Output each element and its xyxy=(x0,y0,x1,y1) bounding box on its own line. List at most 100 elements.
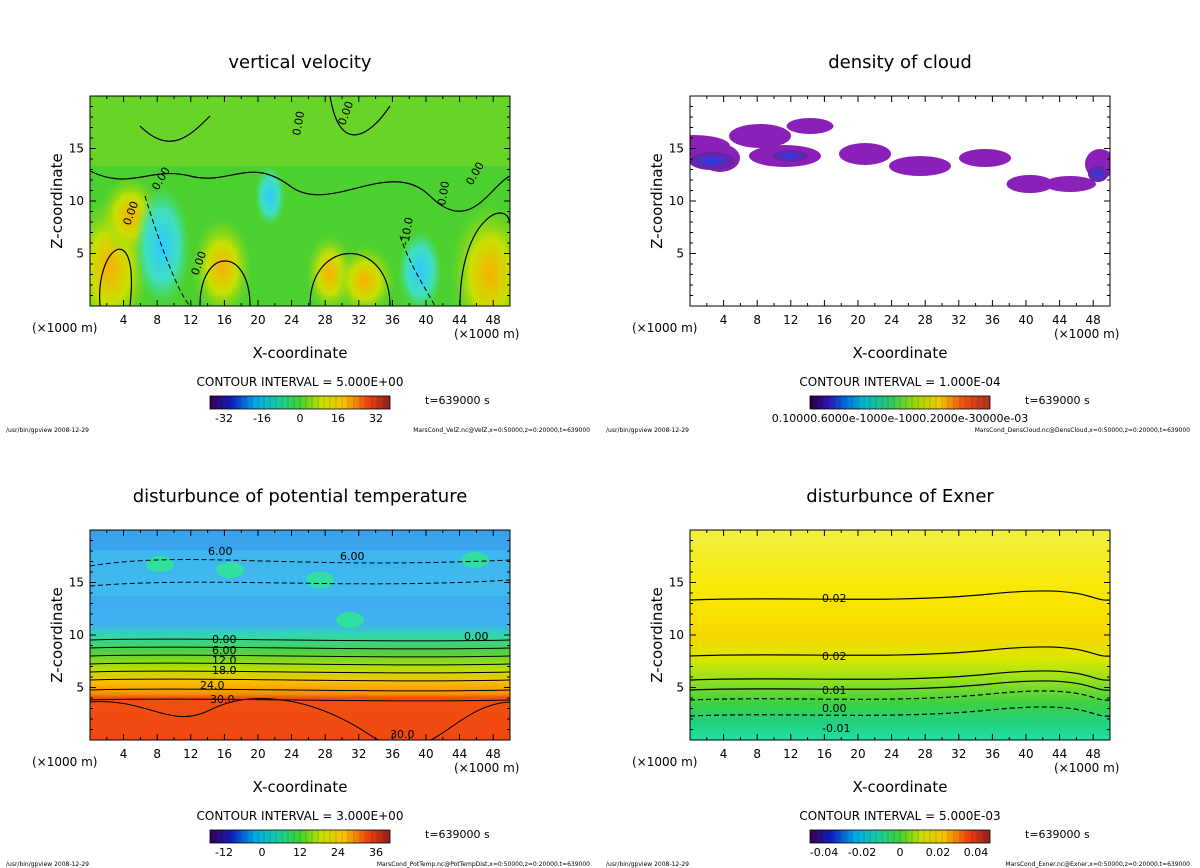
contour-line xyxy=(90,638,510,642)
contour-interval: CONTOUR INTERVAL = 5.000E-03 xyxy=(799,809,1000,823)
x-tick-label: 24 xyxy=(284,313,299,327)
y-axis-label: Z-coordinate xyxy=(648,153,666,248)
chart-title: density of cloud xyxy=(828,52,972,73)
y-tick-label: 10 xyxy=(669,628,684,642)
cloud-region xyxy=(839,143,891,165)
x-axis: 4 8 12 16 20 24 28 32 36 40 44 48 xyxy=(106,96,501,327)
x-tick-label: 12 xyxy=(783,747,798,761)
y-axis-label: Z-coordinate xyxy=(648,587,666,682)
contour-line xyxy=(90,170,510,212)
colorbar-tick-label: 32 xyxy=(369,412,383,425)
colorbar-tick-label: -12 xyxy=(215,846,233,859)
negative-contour-line xyxy=(144,195,191,306)
x-tick-label: 12 xyxy=(783,313,798,327)
x-tick-label: 24 xyxy=(884,313,899,327)
x-tick-label: 44 xyxy=(1052,313,1067,327)
panel-3: disturbunce of potential temperature 6.00… xyxy=(6,486,590,868)
y-axis-label: Z-coordinate xyxy=(48,587,66,682)
contour-label: 24.0 xyxy=(200,679,225,692)
x-unit-right: (×1000 m) xyxy=(454,761,519,775)
footer-left: /usr/bin/gpview 2008-12-29 xyxy=(6,861,89,868)
y-axis: 5 10 15 xyxy=(669,106,1110,296)
x-tick-label: 28 xyxy=(318,747,333,761)
x-axis-label: X-coordinate xyxy=(253,778,348,796)
x-axis: 4 8 12 16 20 24 28 32 36 40 44 48 xyxy=(706,96,1101,327)
x-tick-label: 36 xyxy=(985,747,1000,761)
contour-line xyxy=(690,670,1110,681)
contour-label: 0.02 xyxy=(822,650,847,663)
x-tick-label: 40 xyxy=(418,313,433,327)
x-tick-label: 28 xyxy=(918,747,933,761)
colorbar-tick-label: 0 xyxy=(897,846,904,859)
y-tick-label: 5 xyxy=(76,247,84,261)
contour-label: 0.00 xyxy=(464,630,489,643)
x-tick-label: 12 xyxy=(183,747,198,761)
y-tick-label: 15 xyxy=(69,142,84,156)
x-tick-label: 8 xyxy=(153,313,161,327)
x-unit-left: (×1000 m) xyxy=(32,321,97,335)
x-unit-right: (×1000 m) xyxy=(454,327,519,341)
x-tick-label: 20 xyxy=(850,313,865,327)
x-tick-label: 48 xyxy=(1086,313,1101,327)
contour-interval: CONTOUR INTERVAL = 3.000E+00 xyxy=(197,809,404,823)
contour-label: 0.02 xyxy=(822,592,847,605)
contour-label: 0.00 xyxy=(435,180,452,206)
field-background xyxy=(690,530,1110,740)
x-axis-label: X-coordinate xyxy=(853,778,948,796)
cloud-region xyxy=(889,156,951,176)
cloud-region xyxy=(786,118,834,134)
negative-velocity-core xyxy=(398,231,442,306)
x-tick-label: 32 xyxy=(351,747,366,761)
x-tick-label: 28 xyxy=(318,313,333,327)
cloud-region xyxy=(959,149,1011,167)
contour-label: 6.00 xyxy=(340,550,365,563)
x-tick-label: 20 xyxy=(250,313,265,327)
contour-line xyxy=(459,212,510,306)
panel-4: disturbunce of Exner 0.02 0.02 0.01 0.00 -0.0… xyxy=(606,486,1190,868)
contour-label: 30.0 xyxy=(210,693,235,706)
contour-label: 30.0 xyxy=(390,728,415,741)
x-axis: 4 8 12 16 20 24 28 32 36 40 44 48 xyxy=(106,530,501,761)
x-unit-left: (×1000 m) xyxy=(632,755,697,769)
x-unit-right: (×1000 m) xyxy=(1054,327,1119,341)
contour-line xyxy=(99,248,132,306)
plot-field xyxy=(690,96,1110,306)
y-tick-label: 15 xyxy=(69,576,84,590)
x-tick-label: 44 xyxy=(452,313,467,327)
negative-contour-line xyxy=(690,706,1110,717)
contour-line xyxy=(90,688,510,692)
x-tick-label: 12 xyxy=(183,313,198,327)
x-tick-label: 16 xyxy=(817,747,832,761)
contour-interval: CONTOUR INTERVAL = 5.000E+00 xyxy=(197,375,404,389)
colorbar-tick-label: -32 xyxy=(215,412,233,425)
warm-patch xyxy=(461,552,489,568)
footer-left: /usr/bin/gpview 2008-12-29 xyxy=(606,861,689,868)
x-tick-label: 44 xyxy=(1052,747,1067,761)
contour-line xyxy=(90,698,510,740)
colorbar-tick-label: 0 xyxy=(259,846,266,859)
contour-line xyxy=(90,662,510,666)
warm-patch xyxy=(306,572,334,588)
x-tick-label: 40 xyxy=(1018,747,1033,761)
x-tick-label: 16 xyxy=(817,313,832,327)
contour-line xyxy=(90,654,510,658)
y-axis: 5 10 15 xyxy=(669,540,1110,730)
positive-velocity-core xyxy=(335,245,395,306)
contour-label: 6.00 xyxy=(212,644,237,657)
x-tick-label: 32 xyxy=(951,747,966,761)
y-tick-label: 15 xyxy=(669,142,684,156)
x-tick-label: 20 xyxy=(250,747,265,761)
y-tick-label: 5 xyxy=(76,681,84,695)
y-tick-label: 10 xyxy=(69,194,84,208)
contour-label: 0.01 xyxy=(822,684,847,697)
y-tick-label: 5 xyxy=(676,247,684,261)
colorbar-tick-label: 36 xyxy=(369,846,383,859)
contour-label: -0.01 xyxy=(822,722,850,735)
contour-line xyxy=(690,680,1110,691)
contour-interval: CONTOUR INTERVAL = 1.000E-04 xyxy=(799,375,1000,389)
x-tick-label: 36 xyxy=(385,747,400,761)
footer-right: MarsCond_VelZ.nc@VelZ,x=0:50000,z=0:2000… xyxy=(413,427,590,434)
contour-line xyxy=(90,678,510,682)
